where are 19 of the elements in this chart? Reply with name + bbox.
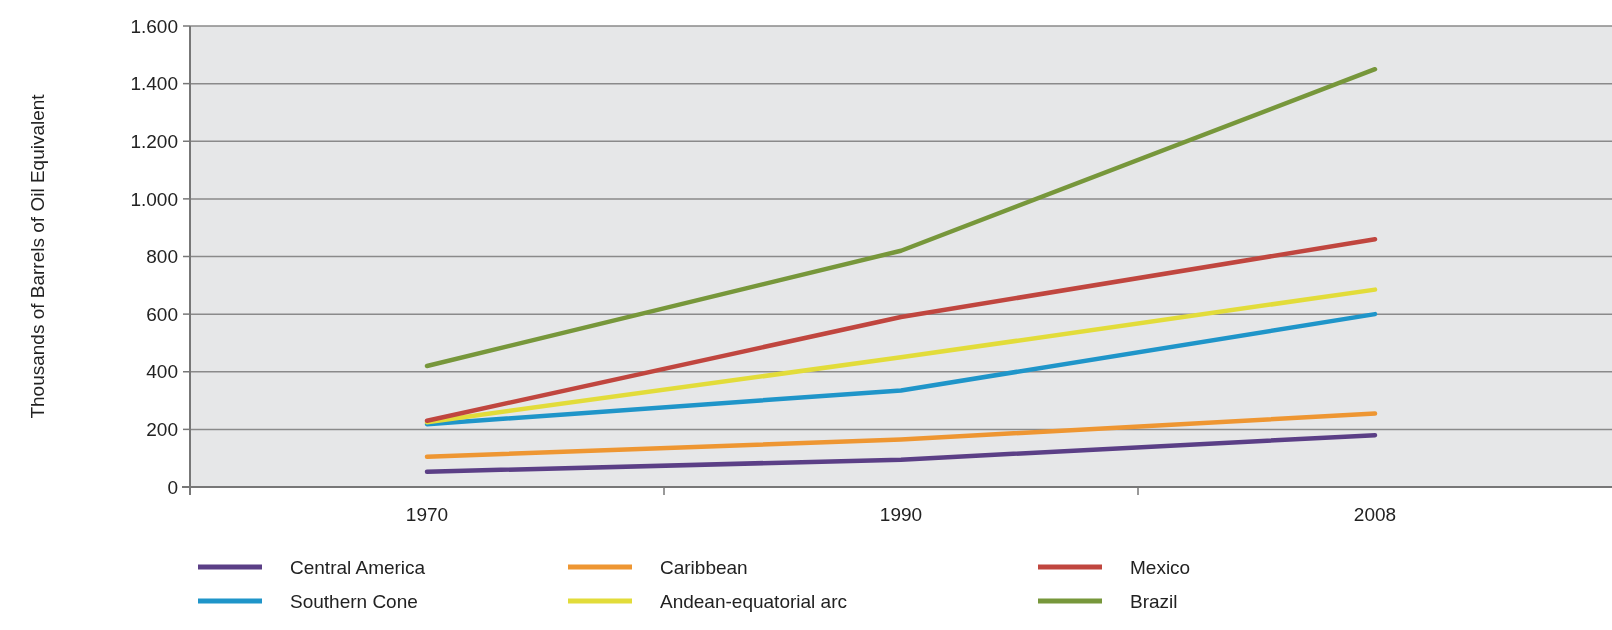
y-tick-label: 1.000 xyxy=(130,188,178,210)
y-tick-label: 400 xyxy=(146,361,178,383)
legend-label: Central America xyxy=(290,556,426,578)
y-tick-label: 1.400 xyxy=(130,73,178,95)
y-axis-title: Thousands of Barrels of Oil Equivalent xyxy=(27,93,48,419)
legend-label: Caribbean xyxy=(660,556,748,578)
x-tick-label: 1970 xyxy=(405,504,449,525)
x-tick-label: 1990 xyxy=(879,504,923,525)
y-tick-label: 200 xyxy=(146,419,178,441)
y-tick-label: 1.200 xyxy=(130,130,178,152)
y-tick-label: 0 xyxy=(167,476,178,498)
y-tick-label: 600 xyxy=(146,303,178,325)
x-tick-label: 2008 xyxy=(1353,504,1397,525)
y-tick-label: 800 xyxy=(146,246,178,268)
legend-label: Southern Cone xyxy=(290,590,418,612)
y-tick-label: 1.600 xyxy=(130,15,178,37)
legend-label: Andean-equatorial arc xyxy=(660,590,847,612)
legend-label: Brazil xyxy=(1130,590,1178,612)
legend-label: Mexico xyxy=(1130,556,1191,578)
